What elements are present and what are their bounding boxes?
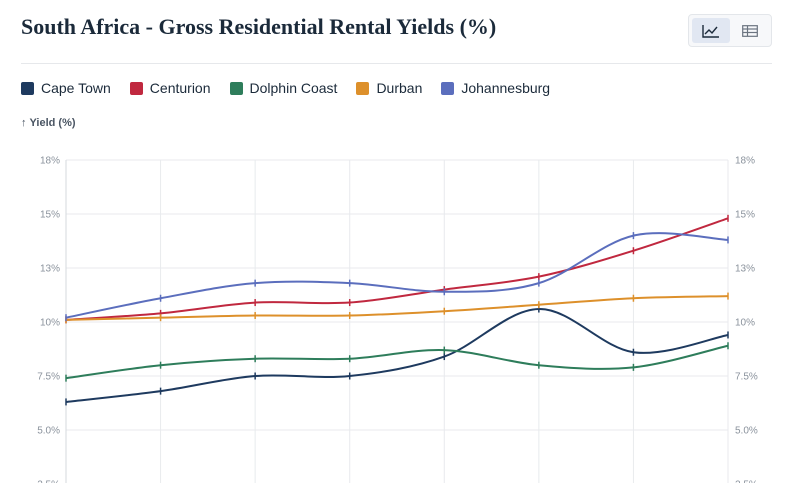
header-divider bbox=[21, 63, 772, 64]
legend-swatch bbox=[21, 81, 34, 95]
y-tick-label-left: 5.0% bbox=[37, 426, 60, 437]
line-chart-icon bbox=[702, 24, 719, 38]
y-tick-label-right: 2.5% bbox=[735, 480, 758, 483]
y-tick-label-left: 13% bbox=[40, 264, 60, 275]
y-tick-label-right: 13% bbox=[735, 264, 755, 275]
y-tick-label-right: 7.5% bbox=[735, 372, 758, 383]
view-toggle bbox=[688, 14, 772, 47]
y-axis-title: ↑ Yield (%) bbox=[21, 117, 76, 129]
legend-item-cape-town[interactable]: Cape Town bbox=[21, 80, 111, 96]
legend-item-dolphin-coast[interactable]: Dolphin Coast bbox=[229, 80, 338, 96]
legend-swatch bbox=[129, 81, 143, 95]
legend-swatch bbox=[229, 81, 243, 95]
table-icon bbox=[742, 24, 758, 37]
chart-legend: Cape Town Centurion Dolphin Coast Durban… bbox=[21, 80, 550, 96]
legend-label: Durban bbox=[376, 80, 423, 96]
page-title: South Africa - Gross Residential Rental … bbox=[21, 14, 497, 39]
chart-view-button[interactable] bbox=[692, 18, 730, 43]
series-line-durban bbox=[65, 295, 729, 321]
y-tick-label-left: 10% bbox=[40, 318, 60, 329]
y-tick-label-left: 15% bbox=[40, 210, 60, 221]
series-line-johannesburg bbox=[65, 232, 729, 319]
legend-label: Johannesburg bbox=[461, 80, 551, 96]
y-tick-label-left: 18% bbox=[40, 156, 60, 167]
y-tick-label-right: 15% bbox=[735, 210, 755, 221]
series-line-cape-town bbox=[65, 308, 729, 403]
legend-item-centurion[interactable]: Centurion bbox=[129, 80, 211, 96]
arrow-up-icon: ↑ bbox=[21, 117, 27, 129]
y-tick-label-right: 10% bbox=[735, 318, 755, 329]
legend-swatch bbox=[356, 81, 370, 95]
y-axis-label: Yield (%) bbox=[29, 117, 76, 129]
legend-swatch bbox=[441, 81, 455, 95]
legend-label: Dolphin Coast bbox=[249, 80, 338, 96]
y-tick-label-right: 18% bbox=[735, 156, 755, 167]
y-tick-label-right: 5.0% bbox=[735, 426, 758, 437]
table-view-button[interactable] bbox=[731, 18, 769, 43]
line-chart: 2.5% 2.5% 5.0% 5.0% 7.5% 7.5% 10% 10% 13% 13% 15% 1… bbox=[37, 156, 758, 483]
legend-item-johannesburg[interactable]: Johannesburg bbox=[441, 80, 550, 96]
y-tick-label-left: 7.5% bbox=[37, 372, 60, 383]
legend-label: Cape Town bbox=[41, 80, 111, 96]
series-line-centurion bbox=[65, 217, 729, 321]
legend-label: Centurion bbox=[149, 80, 211, 96]
series-line-dolphin-coast bbox=[65, 344, 729, 380]
y-tick-label-left: 2.5% bbox=[37, 480, 60, 483]
legend-item-durban[interactable]: Durban bbox=[356, 80, 422, 96]
